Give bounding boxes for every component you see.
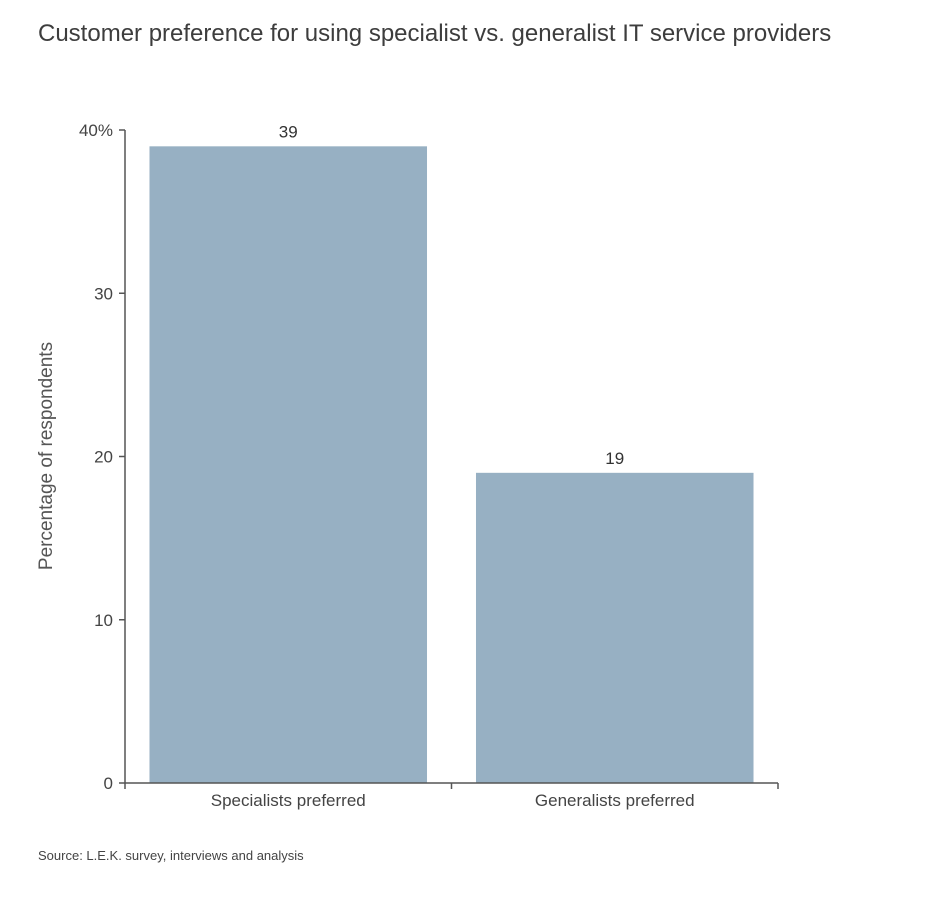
y-tick-label: 20 xyxy=(94,448,113,467)
data-label: 19 xyxy=(605,449,624,468)
data-label: 39 xyxy=(279,122,298,141)
y-tick-label: 30 xyxy=(94,284,113,303)
y-tick-label: 10 xyxy=(94,611,113,630)
x-tick-label: Generalists preferred xyxy=(535,791,695,810)
bar-specialists-preferred xyxy=(149,146,428,783)
y-axis-label: Percentage of respondents xyxy=(36,342,57,570)
chart-title: Customer preference for using specialist… xyxy=(38,20,832,47)
x-tick-label: Specialists preferred xyxy=(211,791,366,810)
source-note: Source: L.E.K. survey, interviews and an… xyxy=(38,848,304,863)
y-tick-label: 40% xyxy=(79,121,113,140)
bar-generalists-preferred xyxy=(475,472,754,783)
y-tick-label: 0 xyxy=(104,774,113,793)
